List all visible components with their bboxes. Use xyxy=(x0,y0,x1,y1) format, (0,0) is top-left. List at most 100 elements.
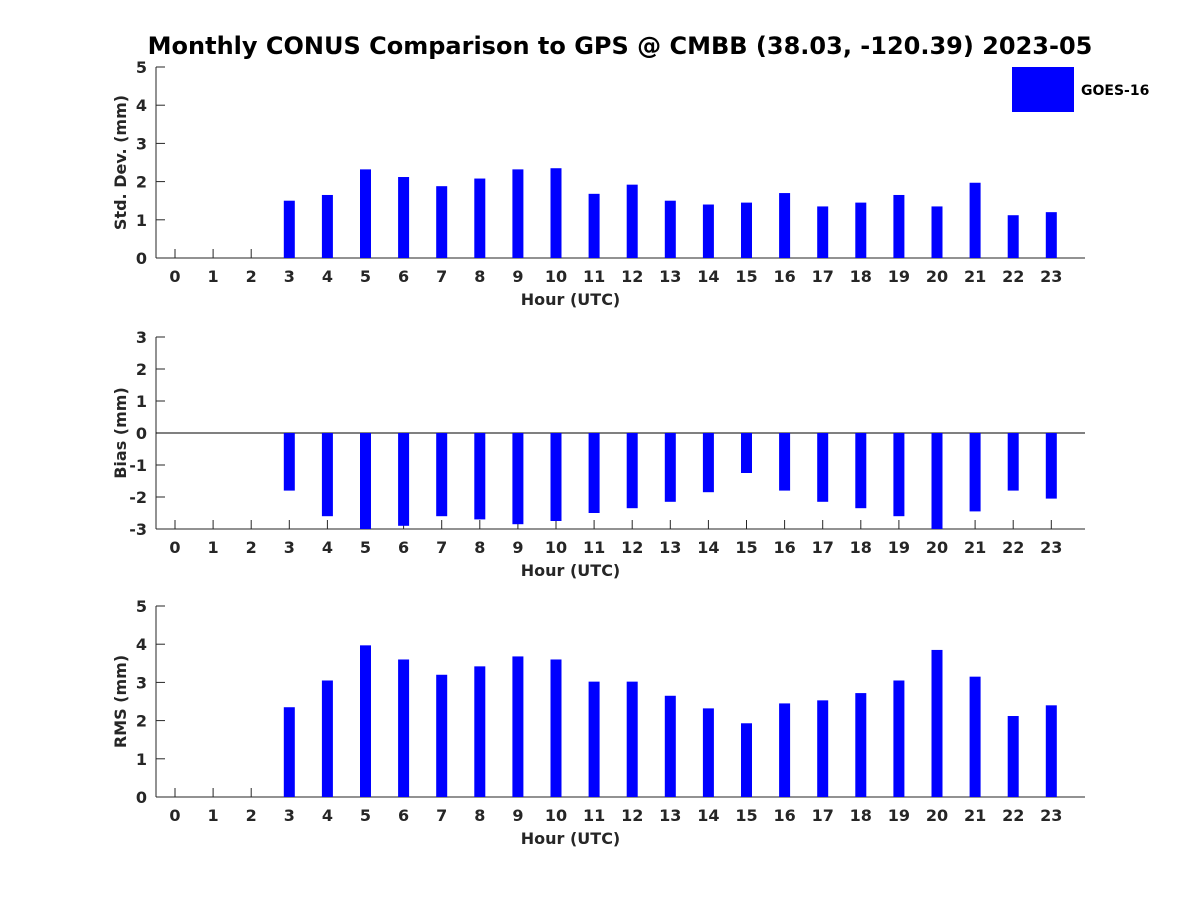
std-dev-y-tick-label: 0 xyxy=(136,249,147,268)
bias-x-tick-label: 17 xyxy=(812,538,834,557)
rms-y-tick-label: 4 xyxy=(136,635,147,654)
bias-bar-hour-13 xyxy=(664,433,676,502)
std-dev-y-tick-label: 1 xyxy=(136,211,147,230)
bias-x-tick-label: 11 xyxy=(583,538,605,557)
bias-y-tick-label: -2 xyxy=(129,488,147,507)
std-dev-bar-hour-10 xyxy=(550,168,562,258)
std-dev-x-tick-label: 13 xyxy=(659,267,681,286)
std-dev-x-tick-label: 3 xyxy=(284,267,295,286)
bias-x-tick-label: 8 xyxy=(474,538,485,557)
std-dev-x-tick-label: 6 xyxy=(398,267,409,286)
bias-x-tick-label: 9 xyxy=(512,538,523,557)
std-dev-x-tick-label: 4 xyxy=(322,267,333,286)
bias-x-tick-label: 19 xyxy=(888,538,910,557)
bias-x-tick-label: 21 xyxy=(964,538,986,557)
rms-bar-hour-15 xyxy=(741,723,752,797)
bias-bar-hour-18 xyxy=(855,433,867,509)
bias-bar-hour-14 xyxy=(702,433,714,493)
std-dev-bar-hour-8 xyxy=(474,178,486,258)
rms-x-tick-label: 5 xyxy=(360,806,371,825)
bias-bar-hour-19 xyxy=(893,433,905,517)
std-dev-bar-hour-15 xyxy=(741,202,752,258)
std-dev-x-tick-label: 23 xyxy=(1040,267,1062,286)
bias-x-tick-label: 22 xyxy=(1002,538,1024,557)
rms-x-tick-label: 15 xyxy=(735,806,757,825)
std-dev-bar-hour-3 xyxy=(283,200,295,258)
rms-x-tick-label: 0 xyxy=(169,806,180,825)
rms-y-tick-label: 5 xyxy=(136,597,147,616)
bias-y-tick-label: 2 xyxy=(136,360,147,379)
rms-bar-hour-10 xyxy=(550,659,562,797)
bias-x-tick-label: 2 xyxy=(246,538,257,557)
std-dev-bar-hour-4 xyxy=(321,194,333,258)
bias-y-tick-label: -1 xyxy=(129,456,147,475)
rms-y-axis-label: RMS (mm) xyxy=(111,655,130,748)
rms-x-tick-label: 7 xyxy=(436,806,447,825)
rms-y-tick-label: 0 xyxy=(136,788,147,807)
bias-bar-hour-3 xyxy=(283,433,295,491)
std-dev-x-tick-label: 11 xyxy=(583,267,605,286)
std-dev-bar-hour-6 xyxy=(398,177,410,258)
rms-y-tick-label: 1 xyxy=(136,750,147,769)
rms-x-tick-label: 9 xyxy=(512,806,523,825)
bias-y-tick-label: 1 xyxy=(136,392,147,411)
bias-bar-hour-16 xyxy=(779,433,791,491)
bias-bar-hour-20 xyxy=(931,433,943,529)
bias-x-tick-label: 13 xyxy=(659,538,681,557)
std-dev-x-tick-label: 18 xyxy=(850,267,872,286)
bias-bar-hour-7 xyxy=(436,433,448,517)
std-dev-y-tick-label: 3 xyxy=(136,134,147,153)
std-dev-x-tick-label: 2 xyxy=(246,267,257,286)
rms-y-tick-label: 3 xyxy=(136,673,147,692)
bias-x-tick-label: 23 xyxy=(1040,538,1062,557)
bias-bar-hour-17 xyxy=(817,433,829,502)
std-dev-y-tick-label: 4 xyxy=(136,96,147,115)
std-dev-x-tick-label: 15 xyxy=(735,267,757,286)
bias-bar-hour-23 xyxy=(1045,433,1057,499)
rms-x-tick-label: 14 xyxy=(697,806,719,825)
rms-x-tick-label: 6 xyxy=(398,806,409,825)
rms-y-tick-label: 2 xyxy=(136,712,147,731)
rms-x-tick-label: 1 xyxy=(208,806,219,825)
std-dev-bar-hour-21 xyxy=(969,182,981,258)
rms-bar-hour-14 xyxy=(702,708,714,797)
bias-x-tick-label: 5 xyxy=(360,538,371,557)
rms-bar-hour-21 xyxy=(969,676,981,797)
rms-x-tick-label: 22 xyxy=(1002,806,1024,825)
rms-x-tick-label: 11 xyxy=(583,806,605,825)
rms-bar-hour-23 xyxy=(1045,705,1057,797)
std-dev-bar-hour-18 xyxy=(855,202,867,258)
std-dev-bar-hour-7 xyxy=(436,186,448,258)
rms-x-tick-label: 13 xyxy=(659,806,681,825)
rms-x-tick-label: 12 xyxy=(621,806,643,825)
std-dev-bar-hour-22 xyxy=(1007,215,1019,258)
rms-x-tick-label: 23 xyxy=(1040,806,1062,825)
std-dev-y-axis-label: Std. Dev. (mm) xyxy=(111,95,130,230)
bias-bar-hour-6 xyxy=(398,433,410,526)
rms-bar-hour-3 xyxy=(283,707,295,797)
rms-x-tick-label: 2 xyxy=(246,806,257,825)
bias-x-tick-label: 20 xyxy=(926,538,948,557)
rms-bar-hour-6 xyxy=(398,659,410,797)
rms-bar-hour-4 xyxy=(321,680,333,797)
bias-x-tick-label: 6 xyxy=(398,538,409,557)
rms-bar-hour-8 xyxy=(474,666,486,797)
legend-swatch-goes-16 xyxy=(1012,67,1074,112)
rms-x-tick-label: 3 xyxy=(284,806,295,825)
std-dev-bar-hour-23 xyxy=(1045,212,1057,258)
std-dev-x-tick-label: 8 xyxy=(474,267,485,286)
bias-bar-hour-12 xyxy=(626,433,638,509)
bias-bar-hour-9 xyxy=(512,433,524,525)
std-dev-bar-hour-5 xyxy=(360,169,371,258)
std-dev-bar-hour-16 xyxy=(779,193,791,258)
std-dev-x-axis-label: Hour (UTC) xyxy=(521,290,621,309)
rms-x-tick-label: 8 xyxy=(474,806,485,825)
rms-x-tick-label: 21 xyxy=(964,806,986,825)
rms-bar-hour-13 xyxy=(664,695,676,797)
rms-bar-hour-7 xyxy=(436,674,448,797)
rms-x-tick-label: 4 xyxy=(322,806,333,825)
std-dev-x-tick-label: 22 xyxy=(1002,267,1024,286)
std-dev-x-tick-label: 1 xyxy=(208,267,219,286)
